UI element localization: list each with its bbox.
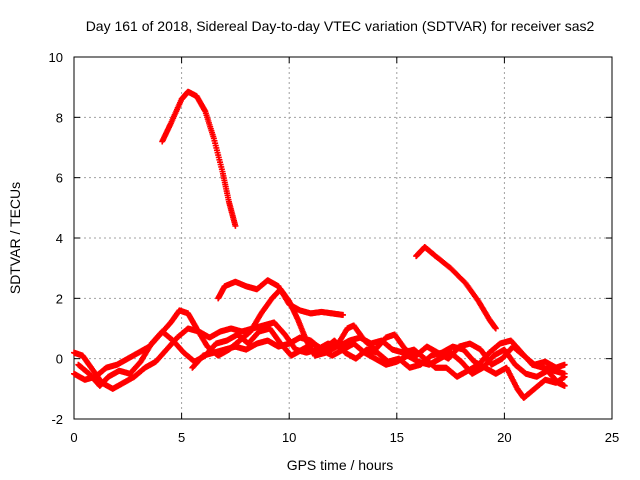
series-track-1 [159,88,239,229]
y-tick-label: 10 [49,50,63,65]
y-tick-label: 0 [56,352,63,367]
series-track-2 [215,277,346,318]
data-point [492,325,499,332]
y-tick-label: 8 [56,110,63,125]
data-point [561,373,568,380]
x-tick-label: 20 [497,430,511,445]
x-tick-label: 5 [178,430,185,445]
y-tick-label: 4 [56,231,63,246]
y-tick-label: 2 [56,291,63,306]
x-tick-label: 10 [282,430,296,445]
data-point [561,382,568,389]
series-track-3 [413,244,499,332]
chart-title: Day 161 of 2018, Sidereal Day-to-day VTE… [85,18,595,34]
data-point [561,361,568,368]
data-point [232,222,239,229]
y-tick-label: -2 [51,412,63,427]
data-layer [71,88,568,401]
x-axis-label: GPS time / hours [287,457,394,473]
series-track-7 [189,334,568,389]
y-tick-label: 6 [56,171,63,186]
x-tick-label: 25 [605,430,619,445]
axis-ticks: 0 5 10 15 20 25 -2 0 2 4 6 8 10 [49,50,620,445]
x-tick-label: 15 [390,430,404,445]
series-track-4 [71,319,568,392]
data-point [340,311,346,318]
x-tick-label: 0 [70,430,77,445]
y-axis-label: SDTVAR / TECUs [7,182,23,294]
